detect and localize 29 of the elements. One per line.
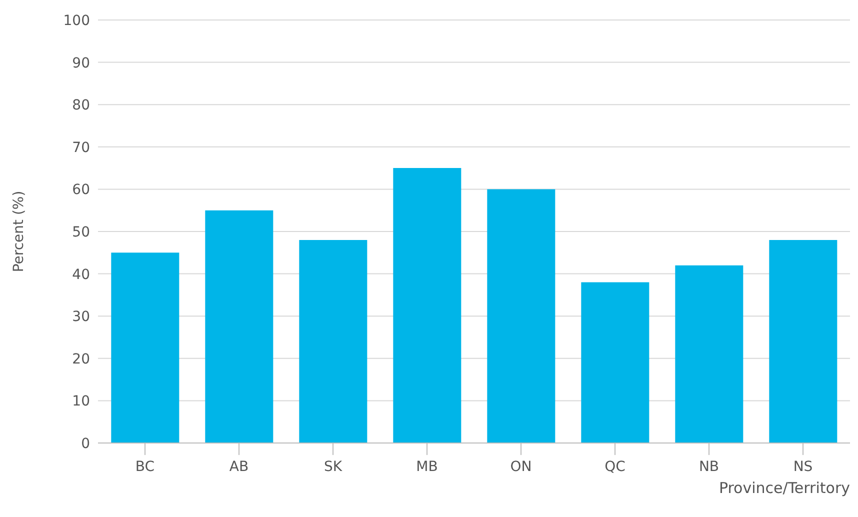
y-tick-label: 90 bbox=[72, 55, 90, 72]
bar bbox=[111, 252, 180, 443]
bar bbox=[393, 168, 462, 443]
x-tick-label: SK bbox=[324, 458, 343, 475]
y-axis-title: Percent (%) bbox=[10, 190, 27, 272]
x-tick-label: NB bbox=[698, 458, 720, 475]
y-tick-label: 60 bbox=[72, 182, 90, 198]
bar bbox=[769, 240, 838, 443]
x-tick-label: QC bbox=[604, 458, 626, 475]
y-tick-label: 50 bbox=[72, 224, 90, 240]
x-tick-label: AB bbox=[229, 458, 249, 475]
x-tick-label: BC bbox=[135, 458, 155, 475]
x-tick-label: NS bbox=[793, 458, 813, 475]
y-tick-label: 70 bbox=[72, 140, 90, 156]
x-tick-label: ON bbox=[510, 458, 532, 475]
y-tick-label: 30 bbox=[72, 309, 90, 326]
bar bbox=[675, 265, 744, 443]
y-tick-label: 0 bbox=[81, 436, 90, 452]
x-tick-label: MB bbox=[416, 458, 438, 475]
y-tick-label: 20 bbox=[72, 351, 90, 368]
x-axis-title: Province/Territory bbox=[718, 479, 850, 497]
y-tick-label: 10 bbox=[72, 394, 90, 410]
bar bbox=[487, 189, 556, 443]
y-tick-label: 100 bbox=[63, 12, 90, 29]
bar bbox=[581, 282, 650, 443]
y-tick-label: 40 bbox=[72, 266, 90, 283]
y-tick-label: 80 bbox=[72, 98, 90, 114]
bar bbox=[205, 210, 274, 443]
bar bbox=[299, 240, 368, 443]
